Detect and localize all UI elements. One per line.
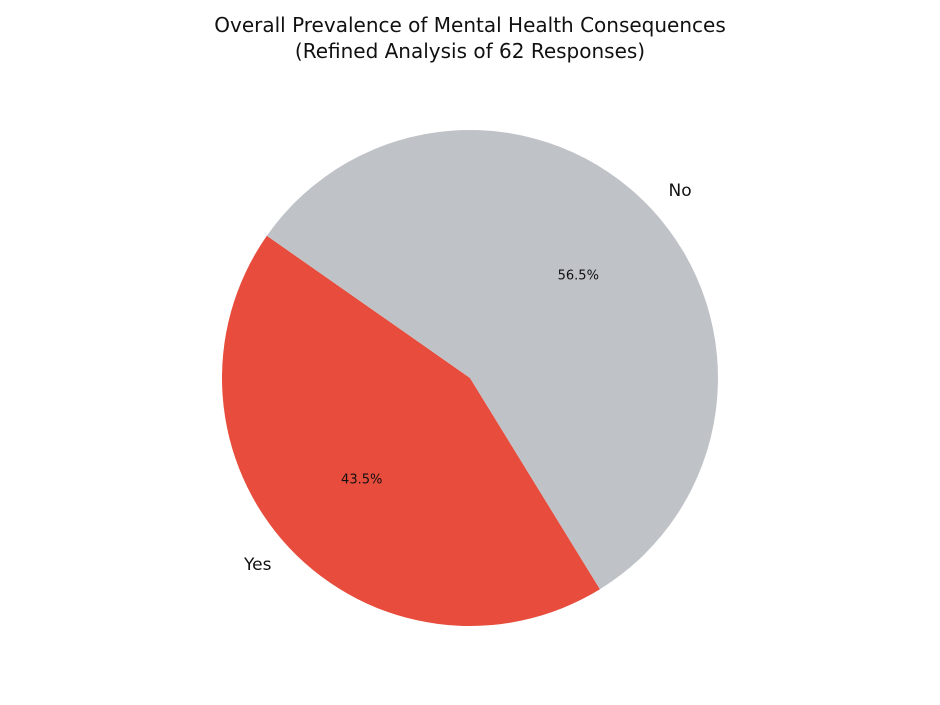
slice-percent-no: 56.5%: [558, 268, 599, 283]
pie-slice-yes: [222, 235, 600, 626]
slice-label-no: No: [669, 181, 692, 201]
chart-title: Overall Prevalence of Mental Health Cons…: [214, 13, 726, 37]
slice-percent-yes: 43.5%: [341, 473, 382, 488]
slice-label-yes: Yes: [243, 555, 272, 575]
chart-subtitle: (Refined Analysis of 62 Responses): [294, 39, 646, 63]
pie-slice-no: [266, 129, 718, 590]
